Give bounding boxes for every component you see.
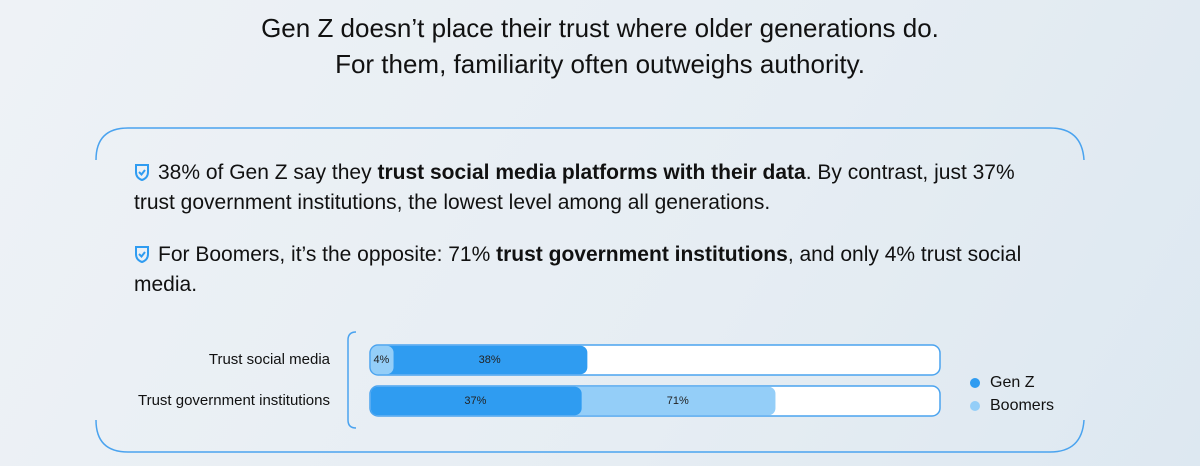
point-bold: trust social media platforms with their …	[377, 161, 806, 184]
title-line: For them, familiarity often outweighs au…	[335, 49, 865, 79]
value-label: 71%	[667, 395, 689, 407]
point-text: , and only 4% trust social media.	[134, 243, 1022, 296]
bar	[370, 345, 394, 375]
legend-label: Boomers	[990, 397, 1054, 414]
legend-label: Gen Z	[990, 374, 1035, 391]
point-text: . By contrast, just 37% trust government…	[134, 161, 1015, 214]
card-outline	[95, 127, 1085, 453]
chart-bracket	[347, 331, 357, 429]
point-text: For Boomers, it’s the opposite: 71%	[158, 243, 497, 266]
bar	[370, 345, 588, 375]
bar	[370, 386, 582, 416]
point: 38% of Gen Z say they trust social media…	[134, 158, 1034, 218]
value-label: 37%	[464, 395, 486, 407]
value-label: 38%	[479, 354, 501, 366]
category-label: Trust social media	[209, 351, 331, 368]
title: Gen Z doesn’t place their trust where ol…	[0, 10, 1200, 82]
point-text: 38% of Gen Z say they	[158, 161, 378, 184]
shield-icon	[135, 164, 149, 181]
value-label: 4%	[373, 354, 389, 366]
shield-icon	[135, 246, 149, 263]
title-line: Gen Z doesn’t place their trust where ol…	[261, 13, 939, 43]
category-label: Trust government institutions	[138, 392, 330, 409]
legend-swatch	[970, 378, 980, 388]
point-bold: trust government institutions	[496, 243, 788, 266]
legend-swatch	[970, 401, 980, 411]
point: For Boomers, it’s the opposite: 71% trus…	[134, 240, 1034, 300]
